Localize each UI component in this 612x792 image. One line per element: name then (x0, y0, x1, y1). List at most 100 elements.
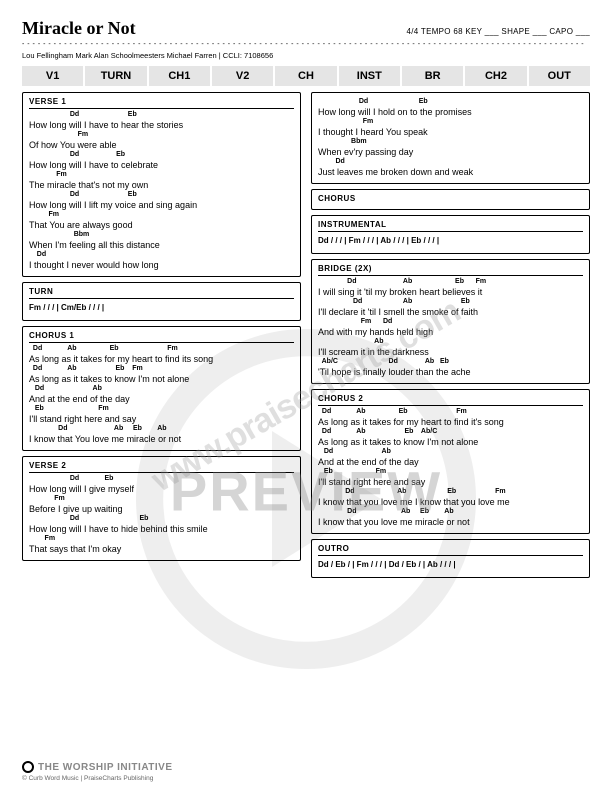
chord-line: Dd Ab Eb Fm (318, 408, 583, 417)
section: INSTRUMENTALDd / / / | Fm / / / | Ab / /… (311, 215, 590, 254)
lyric-line: I'll declare it 'til I smell the smoke o… (318, 307, 583, 317)
chord-line: Dd Ab (29, 385, 294, 394)
section: OUTRODd / Eb / | Fm / / / | Dd / Eb / | … (311, 539, 590, 578)
lyric-line: Of how You were able (29, 140, 294, 150)
lyric-line: I'll stand right here and say (29, 414, 294, 424)
columns: VERSE 1 Dd EbHow long will I have to hea… (22, 92, 590, 578)
lyric-line: And at the end of the day (318, 457, 583, 467)
chord-sequence: Fm / / / | Cm/Eb / / / | (29, 301, 294, 314)
line-pair: Dd EbHow long will I have to hear the st… (29, 111, 294, 130)
line-pair: Eb FmI'll stand right here and say (29, 405, 294, 424)
nav-item: OUT (529, 66, 590, 86)
section-label: VERSE 2 (29, 461, 294, 473)
line-pair: Dd Ab Eb FmI will sing it 'til my broken… (318, 278, 583, 297)
chord-line: Dd Ab Eb Fm (29, 345, 294, 354)
line-pair: FmI thought I heard You speak (318, 118, 583, 137)
section: CHORUS 1 Dd Ab Eb FmAs long as it takes … (22, 326, 301, 451)
chord-sequence: Dd / / / | Fm / / / | Ab / / / | Eb / / … (318, 234, 583, 247)
lyric-line: When ev'ry passing day (318, 147, 583, 157)
line-pair: FmThat says that I'm okay (29, 535, 294, 554)
brand-text: THE WORSHIP INITIATIVE (38, 762, 173, 773)
lyric-line: 'Til hope is finally louder than the ach… (318, 367, 583, 377)
chord-line: Dd Eb (318, 98, 583, 107)
line-pair: FmOf how You were able (29, 131, 294, 150)
section-label: CHORUS 1 (29, 331, 294, 343)
lyric-line: And with my hands held high (318, 327, 583, 337)
section-label: BRIDGE (2X) (318, 264, 583, 276)
lyric-line: I thought I heard You speak (318, 127, 583, 137)
line-pair: FmBefore I give up waiting (29, 495, 294, 514)
lyric-line: How long will I give myself (29, 484, 294, 494)
lyric-line: As long as it takes for my heart to find… (318, 417, 583, 427)
line-pair: Dd Ab EbI'll declare it 'til I smell the… (318, 298, 583, 317)
chord-line: Dd Ab Eb Ab (318, 508, 583, 517)
lyric-line: How long will I lift my voice and sing a… (29, 200, 294, 210)
lyric-line: As long as it takes to know I'm not alon… (29, 374, 294, 384)
chord-line: Dd Eb (29, 151, 294, 160)
line-pair: FmThe miracle that's not my own (29, 171, 294, 190)
right-column: Dd EbHow long will I hold on to the prom… (311, 92, 590, 578)
line-pair: Eb FmI'll stand right here and say (318, 468, 583, 487)
section-label: CHORUS 2 (318, 394, 583, 406)
song-title: Miracle or Not (22, 18, 136, 39)
nav-item: CH1 (149, 66, 210, 86)
line-pair: Dd EbHow long will I lift my voice and s… (29, 191, 294, 210)
chord-line: Bbm (29, 231, 294, 240)
chord-line: Fm (29, 535, 294, 544)
lyric-line: I know that you love me miracle or not (318, 517, 583, 527)
lyric-line: I know that You love me miracle or not (29, 434, 294, 444)
chord-line: Dd Ab Eb Ab/C (318, 428, 583, 437)
section: VERSE 1 Dd EbHow long will I have to hea… (22, 92, 301, 277)
section-label: TURN (29, 287, 294, 299)
nav-item: CH2 (465, 66, 526, 86)
lyric-line: Before I give up waiting (29, 504, 294, 514)
brand-icon (22, 761, 34, 773)
line-pair: AbI'll scream it in the darkness (318, 338, 583, 357)
nav-item: INST (339, 66, 400, 86)
lyric-line: The miracle that's not my own (29, 180, 294, 190)
chord-line: Dd Eb (29, 515, 294, 524)
chord-line: Fm (29, 495, 294, 504)
lyric-line: When I'm feeling all this distance (29, 240, 294, 250)
lyric-line: That says that I'm okay (29, 544, 294, 554)
credits: Lou Fellingham Mark Alan Schoolmeesters … (22, 51, 590, 60)
section-nav: V1TURNCH1V2CHINSTBRCH2OUT (22, 66, 590, 86)
chord-line: Eb Fm (29, 405, 294, 414)
chord-line: Dd (318, 158, 583, 167)
nav-item: TURN (85, 66, 146, 86)
line-pair: DdJust leaves me broken down and weak (318, 158, 583, 177)
chord-line: Ab/C Dd Ab Eb (318, 358, 583, 367)
line-pair: Dd Ab Eb Ab/CAs long as it takes to know… (318, 428, 583, 447)
chord-line: Dd Ab Eb (318, 298, 583, 307)
line-pair: Dd Ab Eb FmI know that you love me I kno… (318, 488, 583, 507)
line-pair: FmThat You are always good (29, 211, 294, 230)
lyric-line: And at the end of the day (29, 394, 294, 404)
lyric-line: I will sing it 'til my broken heart beli… (318, 287, 583, 297)
chord-line: Dd Eb (29, 475, 294, 484)
line-pair: BbmWhen I'm feeling all this distance (29, 231, 294, 250)
line-pair: Dd AbAnd at the end of the day (318, 448, 583, 467)
lyric-line: I thought I never would how long (29, 260, 294, 270)
chord-line: Dd Ab Eb Fm (318, 278, 583, 287)
line-pair: Dd EbHow long will I have to celebrate (29, 151, 294, 170)
nav-item: V1 (22, 66, 83, 86)
lyric-line: As long as it takes for my heart to find… (29, 354, 294, 364)
copyright: © Curb Word Music | PraiseCharts Publish… (22, 775, 590, 782)
line-pair: Ab/C Dd Ab Eb'Til hope is finally louder… (318, 358, 583, 377)
chord-sequence: Dd / Eb / | Fm / / / | Dd / Eb / | Ab / … (318, 558, 583, 571)
nav-item: BR (402, 66, 463, 86)
brand: THE WORSHIP INITIATIVE (22, 761, 590, 773)
footer: THE WORSHIP INITIATIVE © Curb Word Music… (22, 761, 590, 782)
lyric-line: How long will I have to celebrate (29, 160, 294, 170)
lyric-line: That You are always good (29, 220, 294, 230)
chord-line: Dd Eb (29, 191, 294, 200)
chord-line: Fm (29, 131, 294, 140)
line-pair: BbmWhen ev'ry passing day (318, 138, 583, 157)
chord-line: Dd Ab (318, 448, 583, 457)
section: BRIDGE (2X) Dd Ab Eb FmI will sing it 't… (311, 259, 590, 384)
chord-line: Fm (29, 171, 294, 180)
chord-line: Dd (29, 251, 294, 260)
lyric-line: How long will I have to hear the stories (29, 120, 294, 130)
chord-line: Bbm (318, 138, 583, 147)
chord-line: Dd Ab Eb Ab (29, 425, 294, 434)
